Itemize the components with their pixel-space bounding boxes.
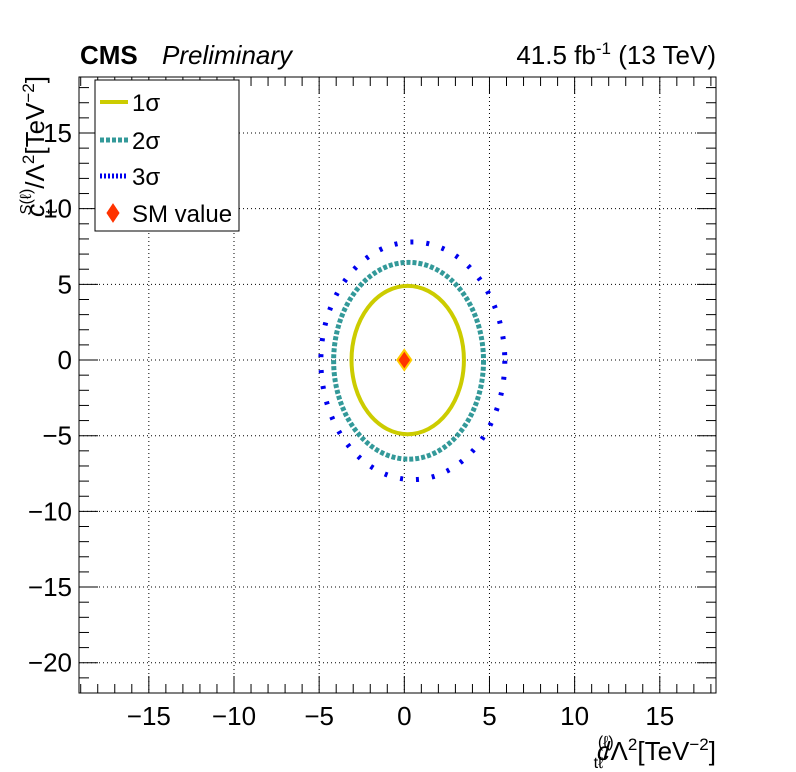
contour-2sigma: [331, 259, 487, 462]
legend-swatch-sm-value: [106, 203, 120, 223]
y-tick-label: 15: [43, 118, 72, 148]
legend-label-1sigma: 1σ: [132, 90, 160, 117]
plot-frame: [78, 76, 717, 694]
preliminary-label: Preliminary: [162, 40, 294, 70]
sm-value-point: [396, 348, 413, 372]
y-axis-title: ctS(ℓ)/Λ2[TeV−2]: [18, 76, 61, 217]
contours: [318, 239, 508, 483]
y-tick-label: 0: [58, 345, 72, 375]
x-tick-label: 5: [482, 701, 496, 731]
x-tick-label: −10: [212, 701, 256, 731]
x-tick-label: −5: [304, 701, 334, 731]
contour-1sigma: [349, 283, 466, 437]
y-tick-label: 5: [58, 269, 72, 299]
legend: 1σ 2σ 3σ SM value: [94, 79, 240, 232]
y-tick-label: 10: [43, 194, 72, 224]
x-tick-label: −15: [127, 701, 171, 731]
y-tick-label: −10: [28, 496, 72, 526]
x-tick-label: 10: [560, 701, 589, 731]
x-tick-label: 15: [645, 701, 674, 731]
y-tick-label: −20: [28, 648, 72, 678]
grid: [79, 77, 716, 693]
luminosity-label: 41.5 fb-1 (13 TeV): [516, 39, 716, 70]
y-tick-label: −15: [28, 572, 72, 602]
sm-marker: [396, 348, 413, 372]
x-axis-title: c(ℓ) tℓ/Λ2[TeV−2]: [594, 734, 716, 772]
legend-label-3sigma: 3σ: [132, 164, 160, 191]
legend-label-sm-value: SM value: [132, 201, 232, 228]
cms-label: CMS: [80, 40, 138, 70]
contour-3sigma: [318, 239, 508, 483]
y-tick-label: −5: [42, 421, 72, 451]
x-tick-label: 0: [397, 701, 411, 731]
legend-label-2sigma: 2σ: [132, 128, 160, 155]
